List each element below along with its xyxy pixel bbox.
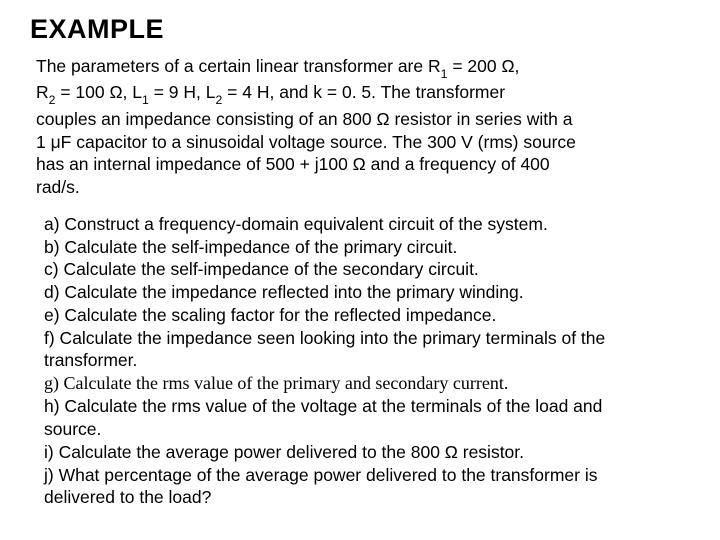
intro-text: has an internal impedance of 500 + j100 … [36, 154, 550, 174]
question-h-cont: source. [44, 418, 690, 441]
question-j-cont: delivered to the load? [44, 486, 690, 509]
intro-text: R [36, 82, 49, 102]
sub-3: 1 [142, 93, 149, 107]
question-a: a) Construct a frequency-domain equivale… [44, 213, 690, 236]
question-h: h) Calculate the rms value of the voltag… [44, 395, 690, 418]
question-list: a) Construct a frequency-domain equivale… [44, 213, 690, 509]
intro-text: 1 μF capacitor to a sinusoidal voltage s… [36, 132, 576, 152]
page-title: EXAMPLE [30, 14, 690, 45]
question-f: f) Calculate the impedance seen looking … [44, 327, 690, 350]
question-b: b) Calculate the self-impedance of the p… [44, 236, 690, 259]
intro-text: couples an impedance consisting of an 80… [36, 109, 572, 129]
sub-1: 1 [441, 67, 448, 81]
question-f-cont: transformer. [44, 349, 690, 372]
sub-2: 2 [49, 93, 56, 107]
intro-text: The parameters of a certain linear trans… [36, 56, 441, 76]
intro-text: = 9 H, L [149, 82, 216, 102]
question-d: d) Calculate the impedance reflected int… [44, 281, 690, 304]
intro-text: = 100 Ω, L [55, 82, 142, 102]
intro-text: = 200 Ω, [447, 56, 519, 76]
question-c: c) Calculate the self-impedance of the s… [44, 258, 690, 281]
intro-text: rad/s. [36, 177, 80, 197]
problem-statement: The parameters of a certain linear trans… [36, 55, 690, 199]
question-j: j) What percentage of the average power … [44, 464, 690, 487]
question-i: i) Calculate the average power delivered… [44, 441, 690, 464]
intro-text: = 4 H, and k = 0. 5. The transformer [222, 82, 505, 102]
question-g: g) Calculate the rms value of the primar… [44, 372, 690, 395]
sub-4: 2 [215, 93, 222, 107]
question-e: e) Calculate the scaling factor for the … [44, 304, 690, 327]
